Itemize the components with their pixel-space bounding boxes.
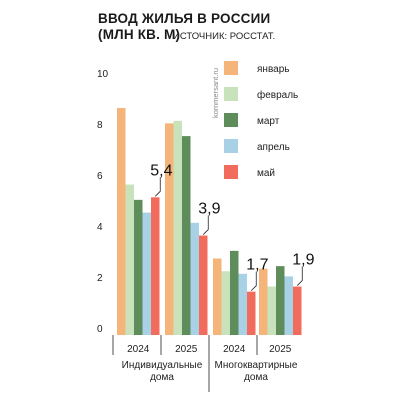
x-tick-label: 2025 xyxy=(269,344,292,355)
bar-2-4 xyxy=(267,286,276,335)
group-label: Многоквартирные xyxy=(215,360,298,371)
data-label: 1,9 xyxy=(292,252,314,269)
x-axis: 2024 2025 2024 2025ИндивидуальныедомаМногок… xyxy=(112,335,298,392)
chart-source: ИСТОЧНИК: РОССТАТ. xyxy=(173,31,276,42)
data-label-leader xyxy=(154,177,161,197)
bar-2-3 xyxy=(221,271,230,335)
y-tick-label: 8 xyxy=(97,120,103,131)
legend-label: январь xyxy=(257,64,289,75)
data-label-leader xyxy=(296,266,303,286)
bar-4-1 xyxy=(142,212,151,335)
legend-swatch xyxy=(224,87,238,101)
x-tick-label: 2024 xyxy=(223,344,246,355)
legend-label: март xyxy=(257,116,280,127)
group-label: дома xyxy=(244,372,268,383)
y-tick-label: 4 xyxy=(97,222,103,233)
data-label: 5,4 xyxy=(150,162,172,179)
bar-5-2 xyxy=(199,235,208,335)
bar-4-2 xyxy=(190,222,199,335)
y-tick-label: 10 xyxy=(97,69,109,80)
x-tick-label: 2024 xyxy=(127,344,150,355)
bar-1-2 xyxy=(165,123,174,335)
watermark: kommersant.ru xyxy=(211,68,220,118)
y-tick-label: 0 xyxy=(97,324,103,335)
bar-2-2 xyxy=(173,120,182,335)
group-label: Индивидуальные xyxy=(122,360,203,371)
x-tick-label: 2025 xyxy=(175,344,198,355)
legend-swatch xyxy=(224,113,238,127)
legend-swatch xyxy=(224,165,238,179)
bar-2-1 xyxy=(125,184,134,335)
group-label: дома xyxy=(150,372,174,383)
chart-title-units: (МЛН КВ. М) xyxy=(98,27,181,42)
legend-swatch xyxy=(224,61,238,75)
y-tick-label: 6 xyxy=(97,171,103,182)
bar-5-1 xyxy=(151,197,160,335)
legend-swatch xyxy=(224,139,238,153)
bar-5-4 xyxy=(293,286,302,335)
data-label-leader xyxy=(202,215,209,235)
bar-3-4 xyxy=(276,266,285,335)
chart-title: ВВОД ЖИЛЬЯ В РОССИИ xyxy=(98,11,271,26)
bar-1-1 xyxy=(117,108,126,335)
bar-4-4 xyxy=(284,276,293,335)
legend-label: май xyxy=(257,168,275,179)
bar-4-3 xyxy=(238,273,247,335)
data-label-leader xyxy=(250,271,257,291)
data-label: 3,9 xyxy=(198,201,220,218)
bar-1-4 xyxy=(259,268,268,335)
bar-3-2 xyxy=(182,136,191,335)
legend: январь февраль март апрель май xyxy=(224,61,298,179)
legend-label: апрель xyxy=(257,142,290,153)
bar-3-3 xyxy=(230,250,239,335)
bar-5-3 xyxy=(247,291,256,335)
legend-label: февраль xyxy=(257,89,298,101)
y-tick-label: 2 xyxy=(97,273,103,284)
data-label: 1,7 xyxy=(246,257,268,274)
bar-1-3 xyxy=(213,258,222,335)
bars xyxy=(117,108,302,335)
bar-3-1 xyxy=(134,199,143,335)
data-labels: 5,4 3,9 1,7 1,9 xyxy=(150,162,315,291)
y-axis: 0 2 4 6 8 10 xyxy=(97,69,109,335)
